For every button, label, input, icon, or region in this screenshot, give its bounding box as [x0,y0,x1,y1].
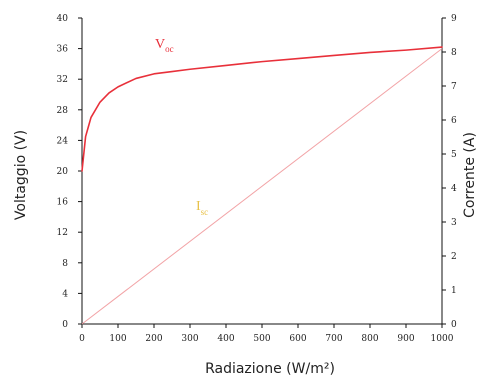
labels-group: Radiazione (W/m²) Voltaggio (V) Corrente (… [13,37,478,377]
x-tick-label: 300 [181,334,198,344]
x-tick-label: 500 [253,334,270,344]
y-right-tick-label: 0 [451,320,457,330]
y-left-tick-label: 0 [62,320,68,330]
y-left-tick-label: 4 [62,289,68,299]
x-tick-label: 700 [325,334,342,344]
x-tick-label: 1000 [431,334,454,344]
y-left-tick-label: 8 [62,259,68,269]
x-tick-label: 0 [79,334,85,344]
x-axis-title: Radiazione (W/m²) [205,361,335,377]
x-tick-label: 200 [145,334,162,344]
y-left-tick-label: 36 [57,45,69,55]
series-group [81,46,443,325]
y-axis-right-title: Corrente (A) [462,132,478,218]
y-right-tick-label: 1 [451,286,457,296]
x-tick-label: 400 [217,334,234,344]
ticks: 0 100 200 300 400 500 600 700 800 900 100004812162… [57,14,457,344]
y-left-tick-label: 28 [57,106,69,116]
x-tick-label: 100 [109,334,126,344]
axes [81,18,443,325]
series-voc-label: Voc [155,37,174,54]
series-isc-label: Isc [196,199,208,217]
y-right-tick-label: 4 [451,184,457,194]
y-right-tick-label: 2 [451,252,457,262]
y-right-tick-label: 5 [451,150,457,160]
series-voc-line [81,46,443,172]
series-isc-line [81,48,443,325]
x-tick-label: 600 [289,334,306,344]
y-right-tick-label: 3 [451,218,457,228]
y-left-tick-label: 16 [57,198,69,208]
y-right-tick-label: 6 [451,116,457,126]
y-axis-left-title: Voltaggio (V) [13,130,29,220]
y-left-tick-label: 40 [57,14,69,24]
y-left-tick-label: 32 [57,75,68,85]
y-right-tick-label: 8 [451,48,457,58]
y-right-tick-label: 9 [451,14,457,24]
series-voc-label-sub: oc [165,44,174,54]
series-isc-label-sub: sc [201,207,209,217]
x-tick-label: 800 [361,334,378,344]
y-left-tick-label: 12 [57,228,68,238]
x-tick-label: 900 [397,334,414,344]
y-right-tick-label: 7 [451,82,457,92]
y-left-tick-label: 20 [57,167,69,177]
y-left-tick-label: 24 [57,136,69,146]
